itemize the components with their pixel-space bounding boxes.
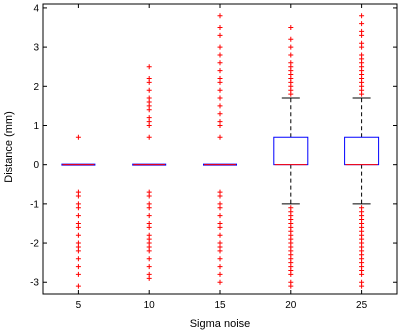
outlier-point	[217, 248, 223, 254]
y-tick-label: 3	[33, 43, 39, 54]
x-tick-label: 20	[285, 300, 297, 311]
outlier-point	[146, 87, 152, 93]
outlier-point	[75, 193, 81, 199]
outlier-point	[146, 224, 152, 230]
outlier-point	[217, 79, 223, 85]
y-tick-label: 2	[33, 82, 39, 93]
outlier-point	[217, 13, 223, 19]
outlier-point	[359, 271, 365, 277]
outlier-point	[146, 107, 152, 113]
outlier-point	[75, 256, 81, 262]
outlier-point	[288, 44, 294, 50]
box-group-15	[203, 13, 237, 285]
outlier-point	[217, 122, 223, 128]
outlier-point	[288, 271, 294, 277]
outlier-point	[75, 271, 81, 277]
outlier-point	[75, 134, 81, 140]
outlier-point	[146, 256, 152, 262]
y-tick-label: -2	[30, 239, 39, 250]
box-group-20	[273, 25, 309, 289]
outlier-point	[217, 205, 223, 211]
outlier-point	[217, 232, 223, 238]
outlier-point	[217, 213, 223, 219]
outlier-point	[359, 283, 365, 289]
outlier-point	[146, 275, 152, 281]
outlier-point	[75, 224, 81, 230]
outlier-point	[288, 25, 294, 31]
box-group-25	[344, 13, 380, 289]
outlier-point	[217, 25, 223, 31]
outlier-point	[75, 248, 81, 254]
outlier-point	[217, 32, 223, 38]
y-tick-label: 4	[33, 3, 39, 14]
outlier-point	[75, 232, 81, 238]
outlier-point	[146, 122, 152, 128]
outlier-point	[75, 283, 81, 289]
outlier-point	[217, 193, 223, 199]
outlier-point	[217, 264, 223, 270]
outlier-point	[75, 213, 81, 219]
outlier-point	[217, 87, 223, 93]
outlier-point	[146, 193, 152, 199]
outlier-point	[146, 205, 152, 211]
x-tick-label: 15	[214, 300, 226, 311]
outlier-point	[146, 213, 152, 219]
y-axis-title: Distance (mm)	[3, 111, 15, 183]
outlier-point	[217, 95, 223, 101]
outlier-point	[359, 91, 365, 97]
iqr-box	[344, 136, 380, 166]
outlier-point	[146, 134, 152, 140]
outlier-point	[146, 248, 152, 254]
outlier-point	[359, 32, 365, 38]
outlier-point	[359, 13, 365, 19]
outlier-point	[217, 60, 223, 66]
outlier-point	[146, 64, 152, 70]
outlier-point	[288, 283, 294, 289]
outlier-point	[217, 103, 223, 109]
outlier-point	[217, 52, 223, 58]
outlier-point	[217, 111, 223, 117]
axes: -3 -2 -1 0 1 2 3 4 5 10 15 20 25	[30, 3, 398, 311]
outlier-point	[146, 79, 152, 85]
outlier-point	[217, 44, 223, 50]
outlier-point	[359, 21, 365, 27]
outlier-point	[359, 44, 365, 50]
plot-area	[61, 13, 380, 289]
outlier-point	[75, 205, 81, 211]
y-tick-label: -3	[30, 278, 39, 289]
iqr-box	[273, 136, 309, 166]
outlier-point	[288, 52, 294, 58]
x-tick-label: 5	[76, 300, 82, 311]
x-tick-label: 25	[356, 300, 368, 311]
y-tick-label: -1	[30, 199, 39, 210]
y-tick-label: 0	[33, 160, 39, 171]
outlier-point	[146, 264, 152, 270]
outlier-point	[217, 279, 223, 285]
outlier-point	[75, 264, 81, 270]
x-tick-label: 10	[144, 300, 156, 311]
y-tick-label: 1	[33, 121, 39, 132]
outlier-point	[217, 68, 223, 74]
x-axis-title: Sigma noise	[190, 318, 251, 330]
box-group-10	[132, 64, 167, 281]
outlier-point	[217, 256, 223, 262]
box-group-5	[61, 134, 96, 289]
outlier-point	[217, 224, 223, 230]
outlier-point	[288, 36, 294, 42]
outlier-point	[217, 271, 223, 277]
outlier-point	[217, 134, 223, 140]
outlier-point	[288, 91, 294, 97]
